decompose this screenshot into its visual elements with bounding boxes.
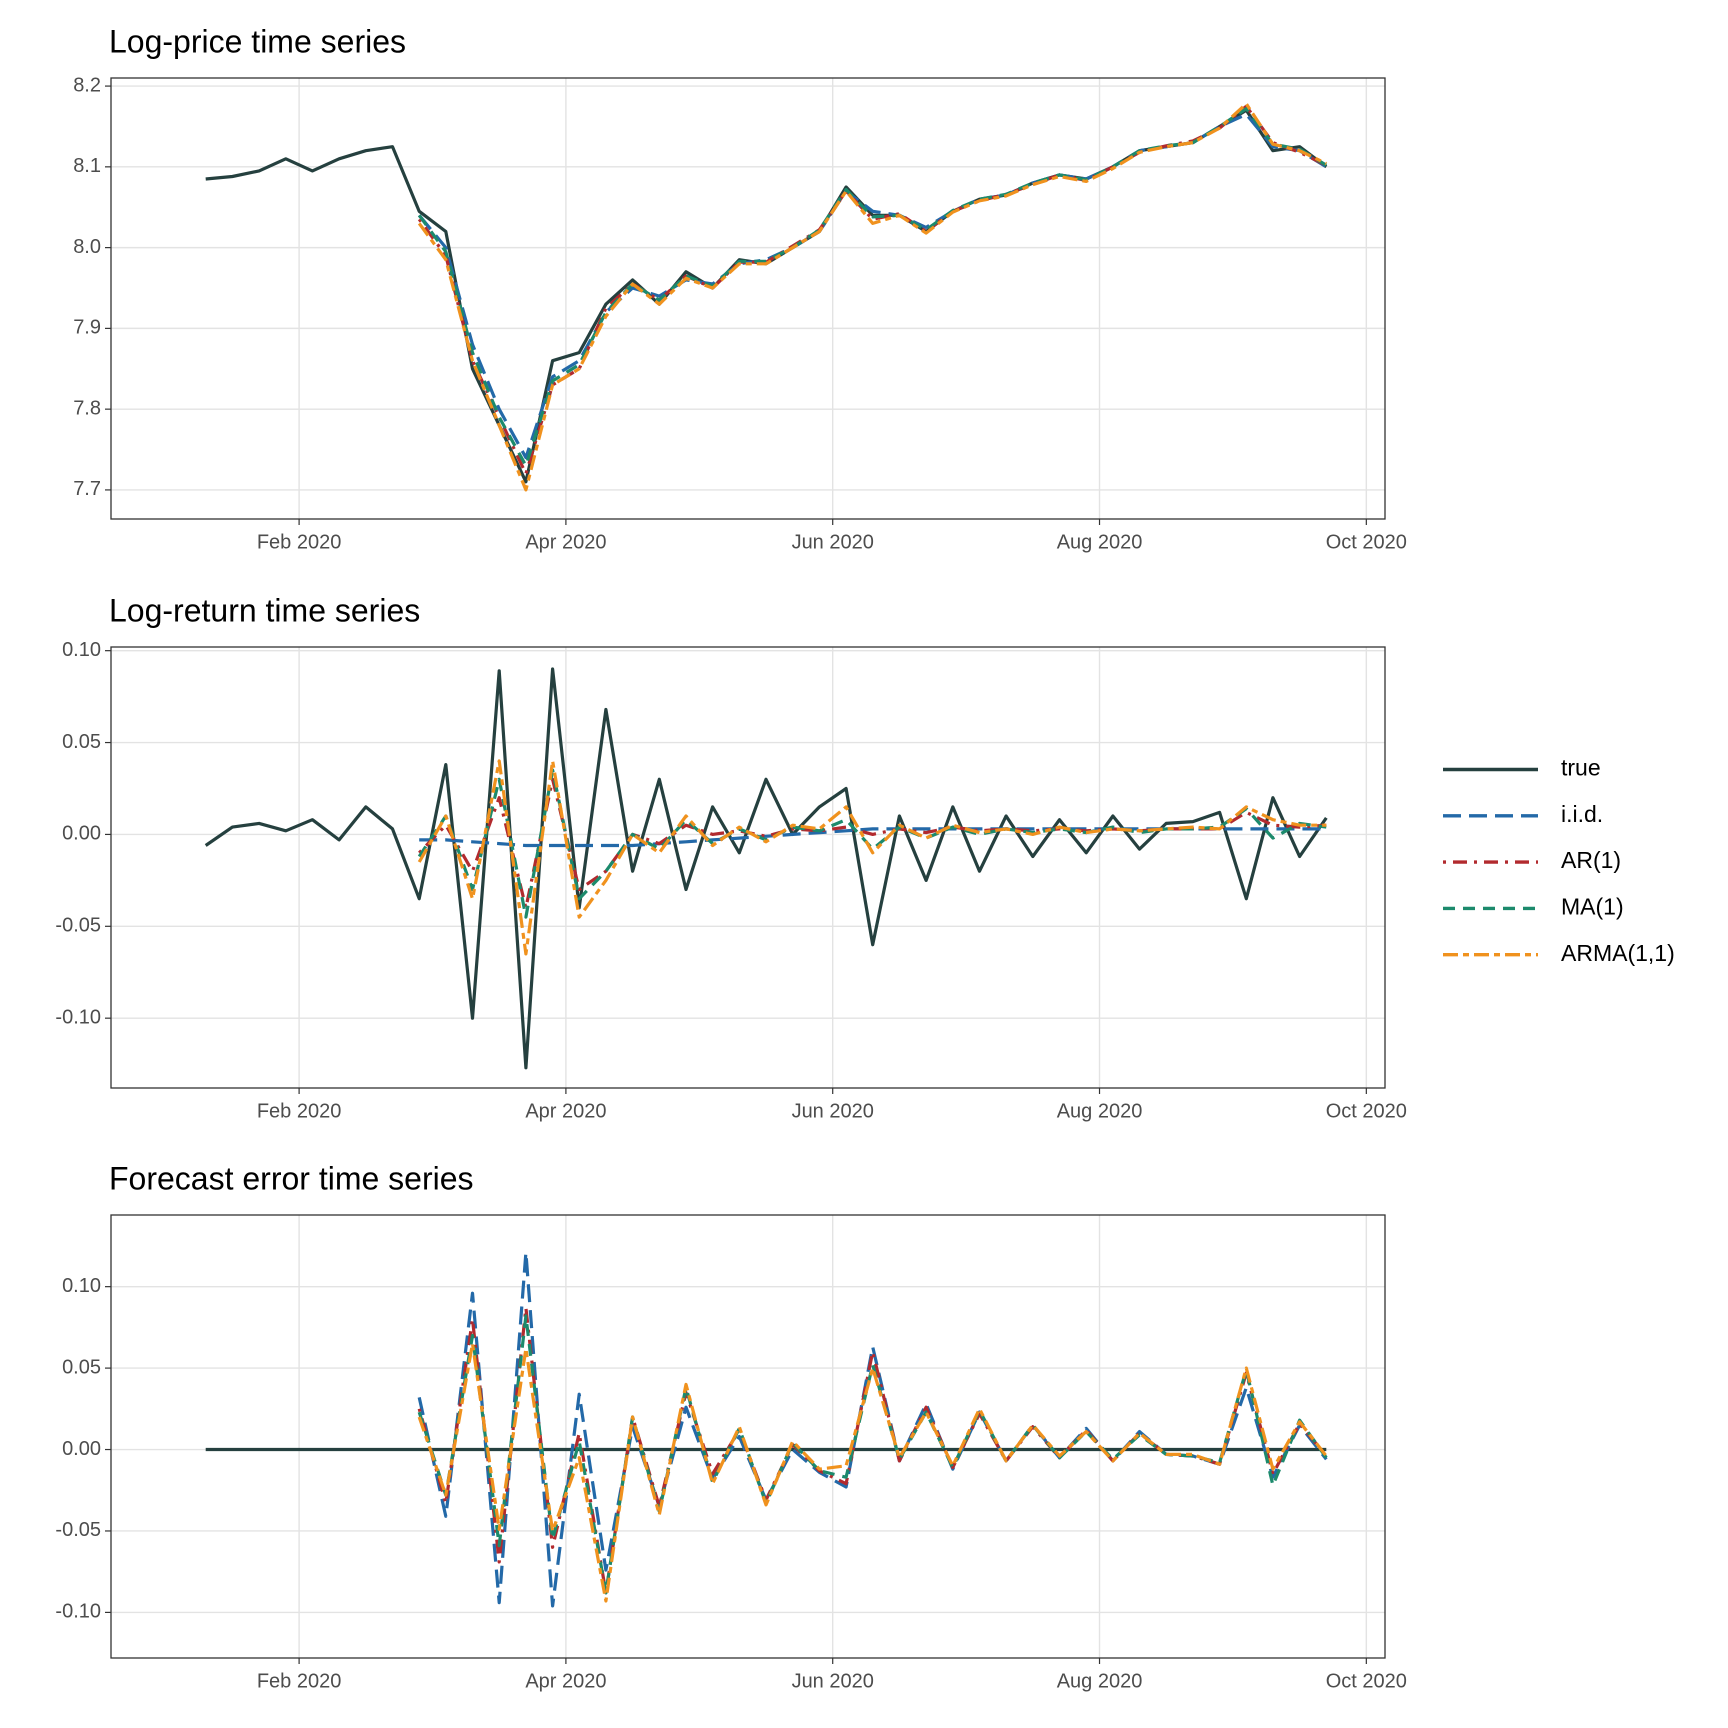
- x-tick-label: Oct 2020: [1326, 1100, 1407, 1122]
- y-tick-label: 8.1: [73, 155, 101, 177]
- series-line: [418, 777, 1327, 910]
- y-tick-label: -0.05: [55, 1519, 101, 1541]
- y-tick-label: 8.0: [73, 236, 101, 258]
- legend-label: i.i.d.: [1561, 801, 1603, 827]
- x-tick-label: Jun 2020: [792, 1100, 874, 1122]
- plot-border: [110, 77, 1386, 520]
- chart-title: Forecast error time series: [109, 1160, 474, 1196]
- x-tick-label: Apr 2020: [525, 1670, 606, 1692]
- series-line: [417, 112, 1328, 460]
- x-tick-label: Apr 2020: [525, 531, 606, 553]
- y-tick-label: -0.10: [55, 1601, 101, 1623]
- series-line: [417, 1342, 1328, 1603]
- x-tick-label: Aug 2020: [1057, 531, 1143, 553]
- chart-title: Log-price time series: [109, 23, 406, 59]
- y-tick-label: 7.7: [73, 478, 101, 500]
- y-tick-label: -0.10: [55, 1006, 101, 1028]
- y-tick-label: 0.00: [62, 1438, 101, 1460]
- x-tick-label: Feb 2020: [257, 1100, 342, 1122]
- x-tick-label: Oct 2020: [1326, 1670, 1407, 1692]
- plot-background: [111, 78, 1385, 519]
- series-line: [204, 667, 1328, 1070]
- y-tick-label: 7.9: [73, 317, 101, 339]
- plot-border: [110, 1214, 1386, 1659]
- plot-background: [111, 1215, 1385, 1658]
- series-line: [417, 1314, 1328, 1595]
- y-tick-label: 0.10: [62, 639, 101, 661]
- legend-label: true: [1561, 755, 1601, 781]
- x-tick-label: Aug 2020: [1057, 1670, 1143, 1692]
- series-line: [417, 759, 1327, 956]
- x-tick-label: Apr 2020: [525, 1100, 606, 1122]
- legend-label: MA(1): [1561, 893, 1624, 919]
- chart-title: Log-return time series: [109, 592, 420, 628]
- plot-background: [111, 647, 1385, 1088]
- y-tick-label: 0.00: [62, 823, 101, 845]
- series-line: [417, 104, 1327, 476]
- x-tick-label: Aug 2020: [1057, 1100, 1143, 1122]
- y-tick-label: 7.8: [73, 397, 101, 419]
- y-tick-label: -0.05: [55, 915, 101, 937]
- y-tick-label: 0.05: [62, 731, 101, 753]
- x-tick-label: Jun 2020: [792, 1670, 874, 1692]
- y-tick-label: 0.05: [62, 1356, 101, 1378]
- x-tick-label: Jun 2020: [792, 531, 874, 553]
- plot-border: [110, 646, 1386, 1089]
- x-tick-label: Oct 2020: [1326, 531, 1407, 553]
- series-line: [417, 102, 1327, 492]
- x-tick-label: Feb 2020: [257, 1670, 342, 1692]
- series-line: [417, 107, 1328, 468]
- legend-label: ARMA(1,1): [1561, 940, 1675, 966]
- legend-label: AR(1): [1561, 847, 1621, 873]
- x-tick-label: Feb 2020: [257, 531, 342, 553]
- y-tick-label: 0.10: [62, 1275, 101, 1297]
- y-tick-label: 8.2: [73, 74, 101, 96]
